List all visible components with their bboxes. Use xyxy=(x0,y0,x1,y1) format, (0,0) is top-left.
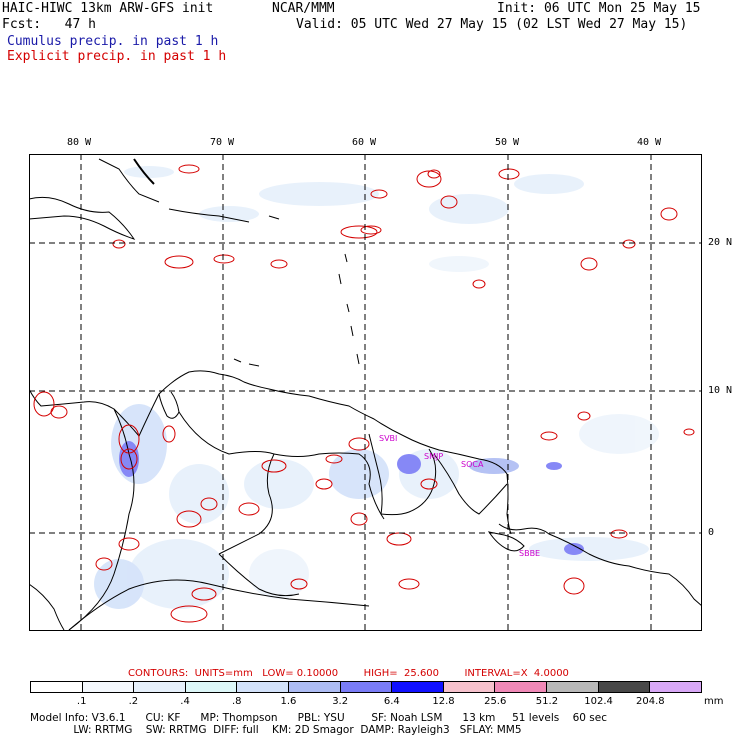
scale-label: .8 xyxy=(231,696,242,707)
forecast-hour: Fcst: 47 h xyxy=(2,17,96,32)
scale-swatch xyxy=(547,682,599,692)
lon-label-50w: 50 W xyxy=(495,137,520,148)
scale-swatch xyxy=(82,682,135,692)
scale-swatch xyxy=(495,682,548,692)
org-label: NCAR/MMM xyxy=(272,1,335,16)
station-sbbe: SBBE xyxy=(519,549,540,558)
scale-label: .1 xyxy=(76,696,87,707)
lat-label-0: 0 xyxy=(708,527,715,538)
scale-label: .2 xyxy=(128,696,139,707)
station-smjp: SMJP xyxy=(424,452,443,461)
model-info-line1: Model Info: V3.6.1 CU: KF MP: Thompson P… xyxy=(30,712,607,724)
scale-swatch xyxy=(443,682,496,692)
scale-label: 25.6 xyxy=(484,696,507,707)
scale-unit: mm xyxy=(704,696,724,707)
scale-swatch xyxy=(289,682,341,692)
model-title: HAIC-HIWC 13km ARW-GFS init xyxy=(2,1,214,16)
precip-map: SVBI SMJP SOCA SBBE xyxy=(29,154,702,631)
scale-label: 51.2 xyxy=(535,696,559,707)
lon-label-70w: 70 W xyxy=(210,137,235,148)
scale-swatch xyxy=(598,682,651,692)
scale-swatch xyxy=(237,682,290,692)
station-svbi: SVBI xyxy=(379,434,397,443)
scale-label: 3.2 xyxy=(332,696,349,707)
lat-label-20n: 20 N xyxy=(708,237,733,248)
cumulus-precip-shading xyxy=(94,166,659,609)
lon-label-40w: 40 W xyxy=(637,137,662,148)
scale-label: 6.4 xyxy=(383,696,400,707)
init-time: Init: 06 UTC Mon 25 May 15 xyxy=(497,1,701,16)
scale-label: 102.4 xyxy=(584,696,613,707)
scale-swatch xyxy=(340,682,393,692)
lon-label-60w: 60 W xyxy=(352,137,377,148)
lat-lon-grid xyxy=(29,154,702,631)
scale-swatch xyxy=(392,682,444,692)
explicit-precip-contours xyxy=(33,164,695,623)
explicit-legend: Explicit precip. in past 1 h xyxy=(7,49,227,64)
cumulus-legend: Cumulus precip. in past 1 h xyxy=(7,34,219,49)
precip-color-scale xyxy=(30,681,702,693)
model-info-line2: LW: RRTMG SW: RRTMG DIFF: full KM: 2D Sm… xyxy=(30,724,522,736)
contours-info: CONTOURS: UNITS=mm LOW= 0.10000 HIGH= 25… xyxy=(128,668,569,679)
lon-label-80w: 80 W xyxy=(67,137,92,148)
scale-label: .4 xyxy=(180,696,190,707)
valid-time: Valid: 05 UTC Wed 27 May 15 (02 LST Wed … xyxy=(296,17,688,32)
scale-label: 204.8 xyxy=(635,696,665,707)
scale-swatch xyxy=(134,682,186,692)
scale-label: 1.6 xyxy=(280,696,297,707)
scale-swatch xyxy=(650,682,701,692)
scale-label: 12.8 xyxy=(432,696,455,707)
scale-swatch xyxy=(31,682,83,692)
station-soca: SOCA xyxy=(461,460,484,469)
lat-label-10n: 10 N xyxy=(708,385,733,396)
coastlines xyxy=(29,158,702,631)
scale-swatch xyxy=(185,682,238,692)
